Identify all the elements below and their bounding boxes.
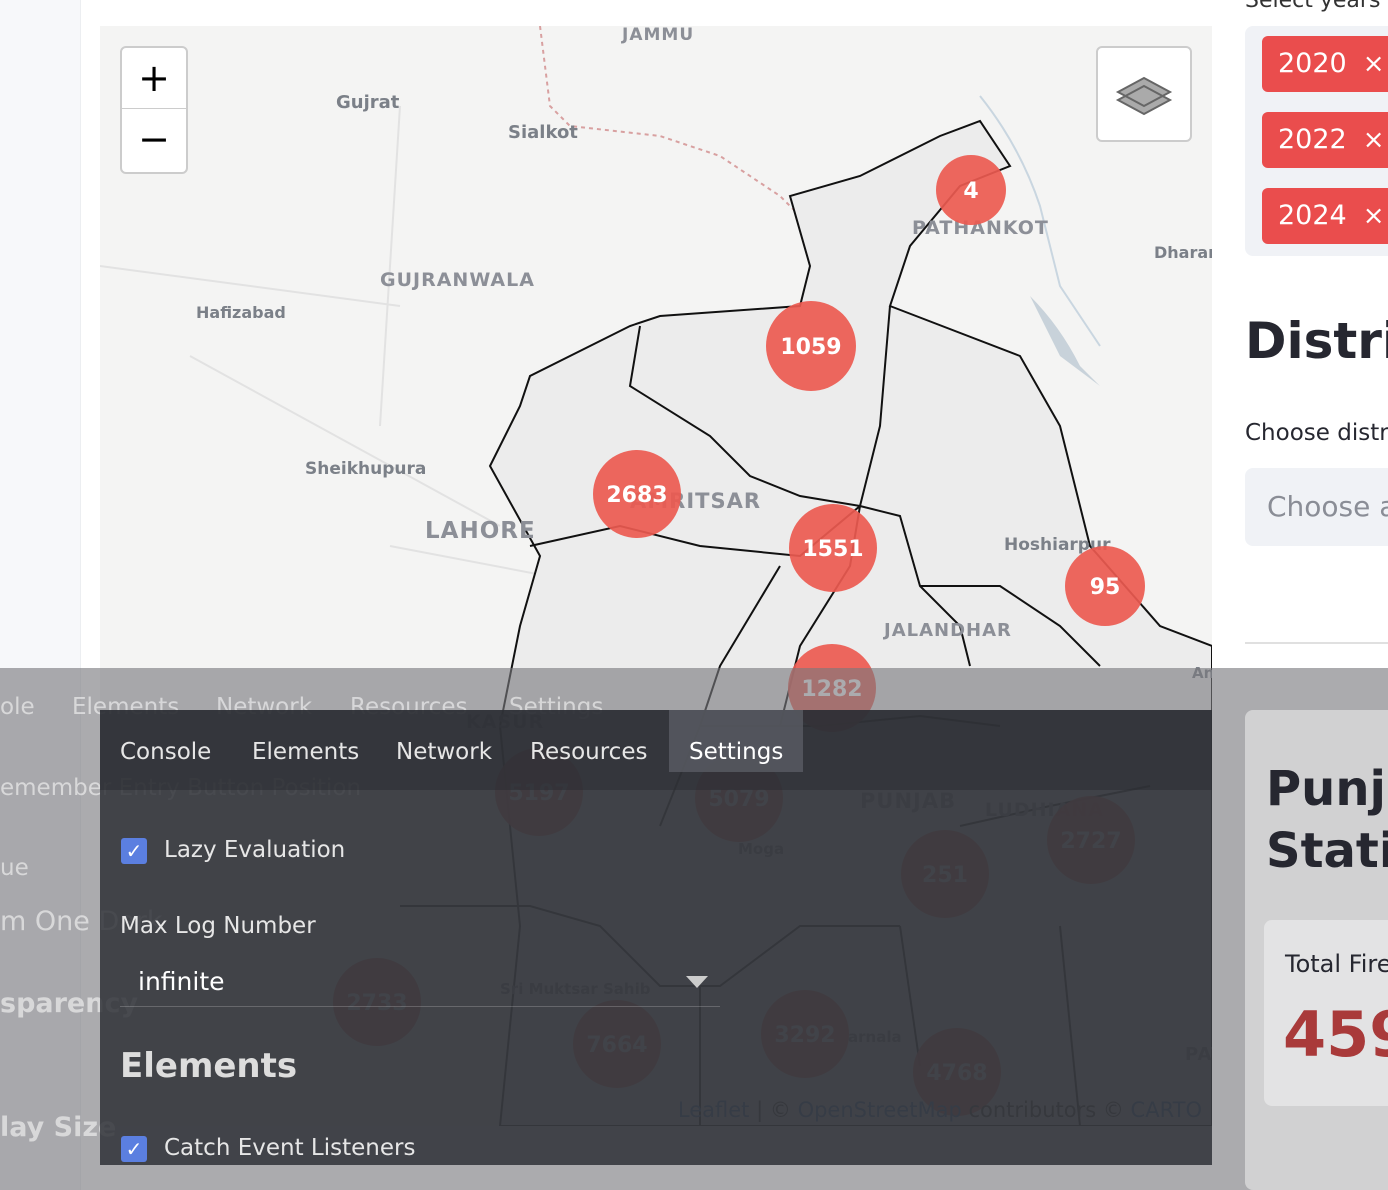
remove-year[interactable]: × [1362, 49, 1385, 79]
zoom-control: + − [120, 46, 188, 174]
metric-label: Total Fire [1285, 950, 1388, 978]
devtools-tabbar [100, 710, 1212, 790]
year-text: 2020 [1278, 48, 1347, 79]
cluster-count: 2683 [606, 483, 667, 508]
elements-heading: Elements [120, 1046, 298, 1086]
place-label: Hoshiarpur [1004, 535, 1111, 555]
place-label: Gujrat [336, 92, 400, 113]
place-label: Sheikhupura [305, 459, 426, 479]
place-label: Hafizabad [196, 303, 286, 322]
cluster-marker[interactable] [766, 301, 856, 391]
river [979, 95, 1101, 347]
max-log-value: infinite [138, 967, 225, 996]
ghost-text: lay Size [0, 1112, 117, 1143]
place-label: Sialkot [508, 122, 578, 143]
devtools-tab[interactable]: Network [396, 739, 493, 765]
lazy-evaluation-label: Lazy Evaluation [164, 837, 346, 863]
remove-year[interactable]: × [1362, 125, 1385, 155]
remove-year[interactable]: × [1362, 201, 1385, 231]
lake [1030, 296, 1100, 386]
lazy-checkbox[interactable]: ✓ [121, 838, 147, 864]
max-log-select[interactable]: infinite [120, 960, 720, 1007]
place-label: GUJRANWALA [380, 269, 535, 291]
zoom-out[interactable]: − [138, 117, 170, 161]
ghost-text: ue [0, 855, 29, 881]
devtools-tab[interactable]: Settings [669, 710, 804, 772]
year-text: 2024 [1278, 200, 1347, 231]
roads [100, 105, 601, 587]
layers-control[interactable] [1096, 46, 1192, 142]
year-tag: 2020 × [1262, 36, 1388, 92]
devtools-tab[interactable]: Elements [252, 739, 360, 765]
stats-heading-line: Statis [1266, 823, 1388, 879]
catch-listeners-label: Catch Event Listeners [164, 1135, 416, 1161]
stats-heading-line: Punja [1266, 761, 1388, 817]
catch-checkbox[interactable]: ✓ [121, 1136, 147, 1162]
years-label: Select years [1245, 0, 1381, 13]
cluster-marker[interactable] [789, 504, 877, 592]
devtools-tab[interactable]: Console [120, 739, 212, 765]
cluster-count: 1551 [802, 537, 863, 562]
choose-label: Choose distr [1245, 420, 1388, 446]
cluster-marker[interactable] [1065, 546, 1145, 626]
border [539, 26, 801, 217]
stats-card [1245, 710, 1388, 1190]
place-label: Dharamshala [1154, 243, 1212, 262]
cluster-count: 4 [963, 179, 978, 204]
year-tag: 2022 × [1262, 112, 1388, 168]
stats-heading: Punja Statis [1266, 758, 1388, 882]
year-text: 2022 [1278, 124, 1347, 155]
place-label: LAHORE [425, 518, 536, 544]
zoom-in[interactable]: + [122, 48, 186, 109]
district-heading: Distric [1245, 312, 1388, 370]
ghost-tab: ole [0, 694, 35, 720]
year-tag: 2024 × [1262, 188, 1388, 244]
district-select[interactable]: Choose a [1245, 468, 1388, 546]
place-label: JALANDHAR [882, 620, 1012, 641]
max-log-label: Max Log Number [120, 913, 316, 939]
cluster-count: 95 [1090, 575, 1121, 600]
cluster-count: 1059 [780, 335, 841, 360]
devtools-tab[interactable]: Resources [530, 739, 648, 765]
cluster-marker[interactable] [936, 155, 1006, 225]
place-label: JAMMU [621, 26, 694, 45]
metric-value: 459 [1283, 998, 1388, 1071]
place-label: PATHANKOT [912, 217, 1049, 239]
divider [1245, 642, 1388, 644]
metric-card [1264, 920, 1388, 1106]
cluster-marker[interactable] [593, 450, 681, 538]
dropdown-arrow [686, 976, 708, 988]
layers-icon [1115, 76, 1173, 116]
